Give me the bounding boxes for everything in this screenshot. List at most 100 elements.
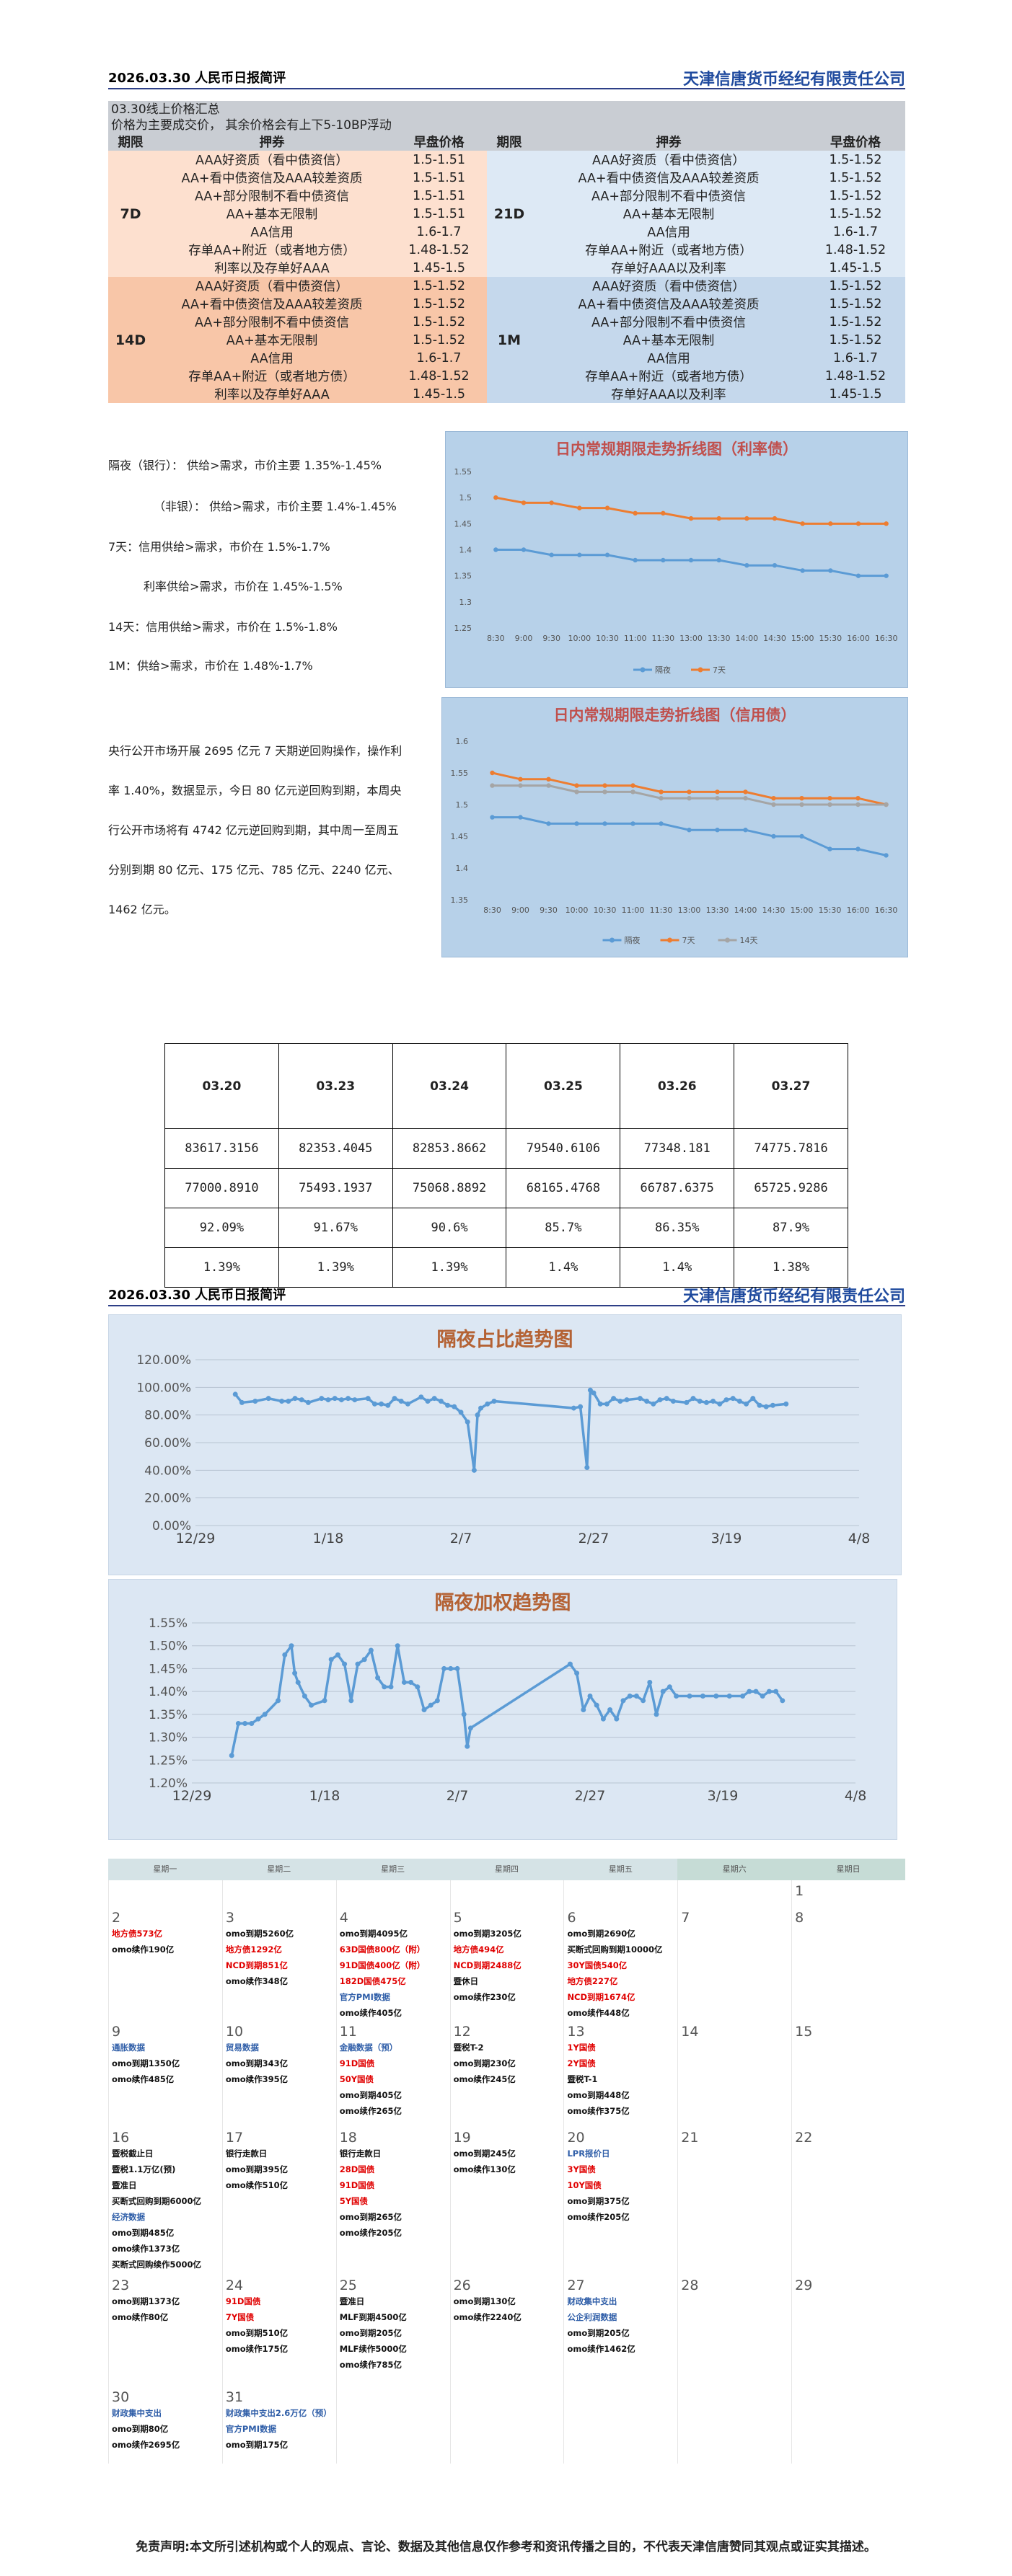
data-point [771, 802, 776, 807]
series-line [492, 816, 886, 857]
calendar-event: omo到期230亿 [453, 2058, 516, 2068]
data-point [342, 1661, 348, 1667]
data-point [602, 783, 607, 788]
collateral-cell: AA+看中债资信及AAA较差资质 [153, 169, 391, 187]
calendar-event: 地方债494亿 [453, 1944, 504, 1955]
data-point [587, 1693, 593, 1699]
data-point [744, 1401, 749, 1407]
data-point [418, 1394, 424, 1400]
data-point [743, 789, 748, 795]
legend-label: 隔夜 [655, 665, 671, 675]
day-number: 30 [112, 2389, 130, 2405]
x-tick-label: 13:00 [679, 634, 703, 643]
day-number: 14 [681, 2024, 699, 2040]
calendar-event: 地方债1292亿 [225, 1944, 282, 1955]
table-cell: 85.7% [506, 1208, 621, 1248]
data-point [827, 802, 832, 807]
y-tick-label: 1.35 [454, 572, 472, 581]
company-name: 天津信唐货币经纪有限责任公司 [682, 71, 905, 89]
day-number: 17 [225, 2130, 244, 2146]
calendar-day [108, 1880, 222, 1907]
calendar-event: omo到期375亿 [567, 2196, 630, 2206]
price-table-header: 期限 押券 早盘价格 期限 押券 早盘价格 [108, 133, 905, 151]
table-cell: 83617.3156 [164, 1128, 279, 1169]
data-point [715, 796, 720, 801]
data-point [659, 796, 664, 801]
price-cell: 1.6-1.7 [391, 349, 487, 367]
data-point [518, 815, 523, 820]
data-point [546, 783, 551, 788]
table-cell: 65725.9286 [734, 1168, 848, 1208]
y-tick-label: 120.00% [136, 1353, 191, 1368]
calendar-event: omo到期485亿 [112, 2228, 175, 2238]
calendar-event: omo到期5260亿 [225, 1929, 294, 1939]
data-point [855, 846, 861, 851]
y-tick-label: 1.6 [456, 737, 469, 746]
data-point [493, 495, 498, 500]
calendar-event: 1Y国债 [567, 2042, 596, 2053]
x-tick-label: 16:00 [847, 906, 870, 915]
calendar-week: 9 通胀数据 omo到期1350亿 omo续作485亿 10 贸易数据 omo到期343亿 o… [108, 2021, 905, 2127]
omo-line: 行公开市场将有 4742 亿元逆回购到期，其中周一至周五 [108, 823, 399, 837]
calendar-day: 20 LPR报价日 3Y国债 10Y国债 omo到期375亿 omo续作205亿 [563, 2127, 677, 2275]
calendar-day: 7 [677, 1907, 791, 2021]
x-tick-label: 11:00 [624, 634, 647, 643]
y-tick-label: 1.5 [456, 800, 469, 810]
calendar-event: omo到期265亿 [339, 2212, 402, 2222]
commentary-line: （非银）： 供给>需求，市价主要 1.4%-1.45% [154, 500, 397, 513]
data-point [744, 515, 749, 521]
data-point [235, 1721, 241, 1727]
calendar-day [449, 1880, 564, 1907]
calendar-event: 公企利润数据 [567, 2312, 617, 2322]
data-point [700, 1693, 705, 1699]
calendar-day: 4 omo到期4095亿 63D国债800亿（附） 91D国债400亿（附） 182D国… [335, 1907, 450, 2021]
calendar-event: omo到期510亿 [225, 2328, 289, 2338]
calendar-event: 暨准日 [112, 2180, 137, 2190]
price-row: 14D AAA好资质（看中债资信） 1.5-1.52 1M AAA好资质（看中债资信） 1… [108, 277, 905, 403]
data-point [604, 1401, 610, 1407]
calendar-day: 26 omo到期130亿 omo续作2240亿 [449, 2275, 564, 2386]
price-row: 存单AA+附近（或者地方债） 1.48-1.52 存单AA+附近（或者地方债） 1.4… [108, 367, 905, 385]
price-cell: 1.48-1.52 [806, 241, 905, 259]
x-tick-label: 4/8 [845, 1788, 867, 1804]
data-point [591, 1390, 597, 1396]
collateral-cell: AA+看中债资信及AAA较差资质 [532, 169, 806, 187]
data-point [687, 789, 692, 795]
calendar-event: 暨休日 [453, 1976, 479, 1986]
calendar-day [563, 1880, 677, 1907]
table-cell: 90.6% [392, 1208, 507, 1248]
data-point [715, 828, 720, 833]
price-summary-note: 价格为主要成交价， 其余价格会有上下5-10BP浮动 [111, 118, 392, 133]
data-point [348, 1698, 354, 1704]
company-name: 天津信唐货币经纪有限责任公司 [682, 1288, 905, 1306]
column-header: 03.20 [164, 1043, 279, 1129]
data-point [571, 1405, 576, 1411]
data-point [276, 1698, 281, 1704]
data-point [688, 557, 694, 563]
table-cell: 91.67% [278, 1208, 393, 1248]
data-point [279, 1399, 285, 1404]
data-point [637, 1396, 643, 1402]
calendar-event: 贸易数据 [225, 2042, 259, 2053]
table-cell: 1.39% [164, 1247, 279, 1288]
day-number: 29 [795, 2278, 813, 2293]
collateral-cell: AAA好资质（看中债资信） [532, 277, 806, 295]
calendar-event: omo续作375亿 [567, 2106, 630, 2116]
price-cell: 1.6-1.7 [391, 223, 487, 241]
table-cell: 92.09% [164, 1208, 279, 1248]
calendar-week: 16 暨税截止日 暨税1.1万亿(预) 暨准日 买断式回购到期6000亿 经济数据 omo到… [108, 2127, 905, 2275]
data-point [855, 796, 861, 801]
period-cell: 21D [487, 151, 532, 277]
disclaimer: 免责声明:本文所引述机构或个人的观点、言论、数据及其他信息仅作参考和资讯传播之目… [136, 2540, 876, 2554]
collateral-cell: AA信用 [153, 223, 391, 241]
data-point [352, 1397, 358, 1403]
price-row: AA信用 1.6-1.7 AA信用 1.6-1.7 [108, 223, 905, 241]
data-point [319, 1396, 325, 1402]
calendar-event: omo到期4095亿 [339, 1929, 408, 1939]
data-point [401, 1679, 407, 1685]
calendar-event: omo到期205亿 [567, 2328, 630, 2338]
calendar-day: 19 omo到期245亿 omo续作130亿 [449, 2127, 564, 2275]
price-row: AA+基本无限制 1.5-1.52 AA+基本无限制 1.5-1.52 [108, 331, 905, 349]
table-cell: 66787.6375 [620, 1168, 735, 1208]
x-tick-label: 13:00 [678, 906, 701, 915]
